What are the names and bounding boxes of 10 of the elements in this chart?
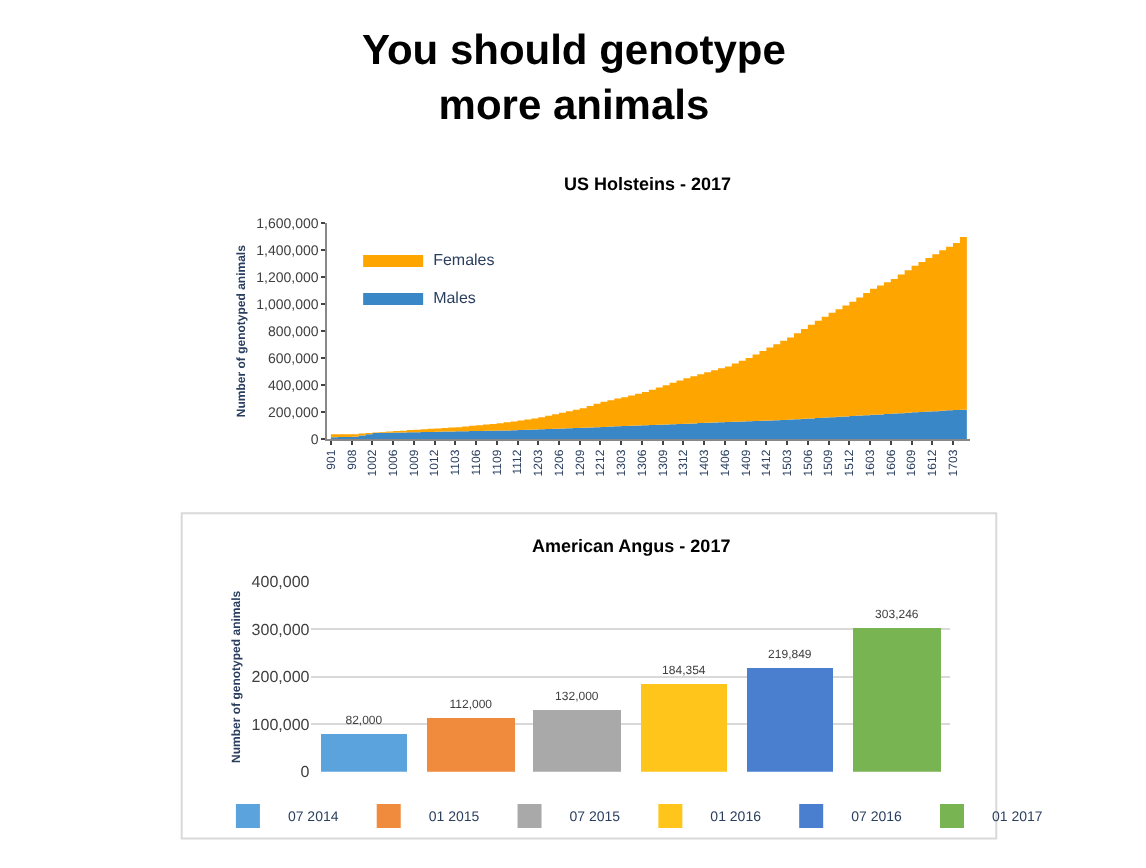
chart-subtitle: US Holsteins - 2017	[564, 174, 732, 194]
y-tick-label: 100,000	[251, 715, 311, 734]
chart-title: American Angus - 2017	[532, 536, 731, 556]
legend-label: Females	[433, 251, 495, 270]
legend-label: Males	[433, 289, 476, 308]
y-tick-label: 400,000	[251, 573, 311, 592]
y-tick-label: 200,000	[251, 668, 311, 687]
chart-title: You should genotype more animals	[362, 28, 786, 129]
y-tick-label: 300,000	[251, 620, 311, 639]
y-tick-label: 0	[300, 763, 311, 782]
